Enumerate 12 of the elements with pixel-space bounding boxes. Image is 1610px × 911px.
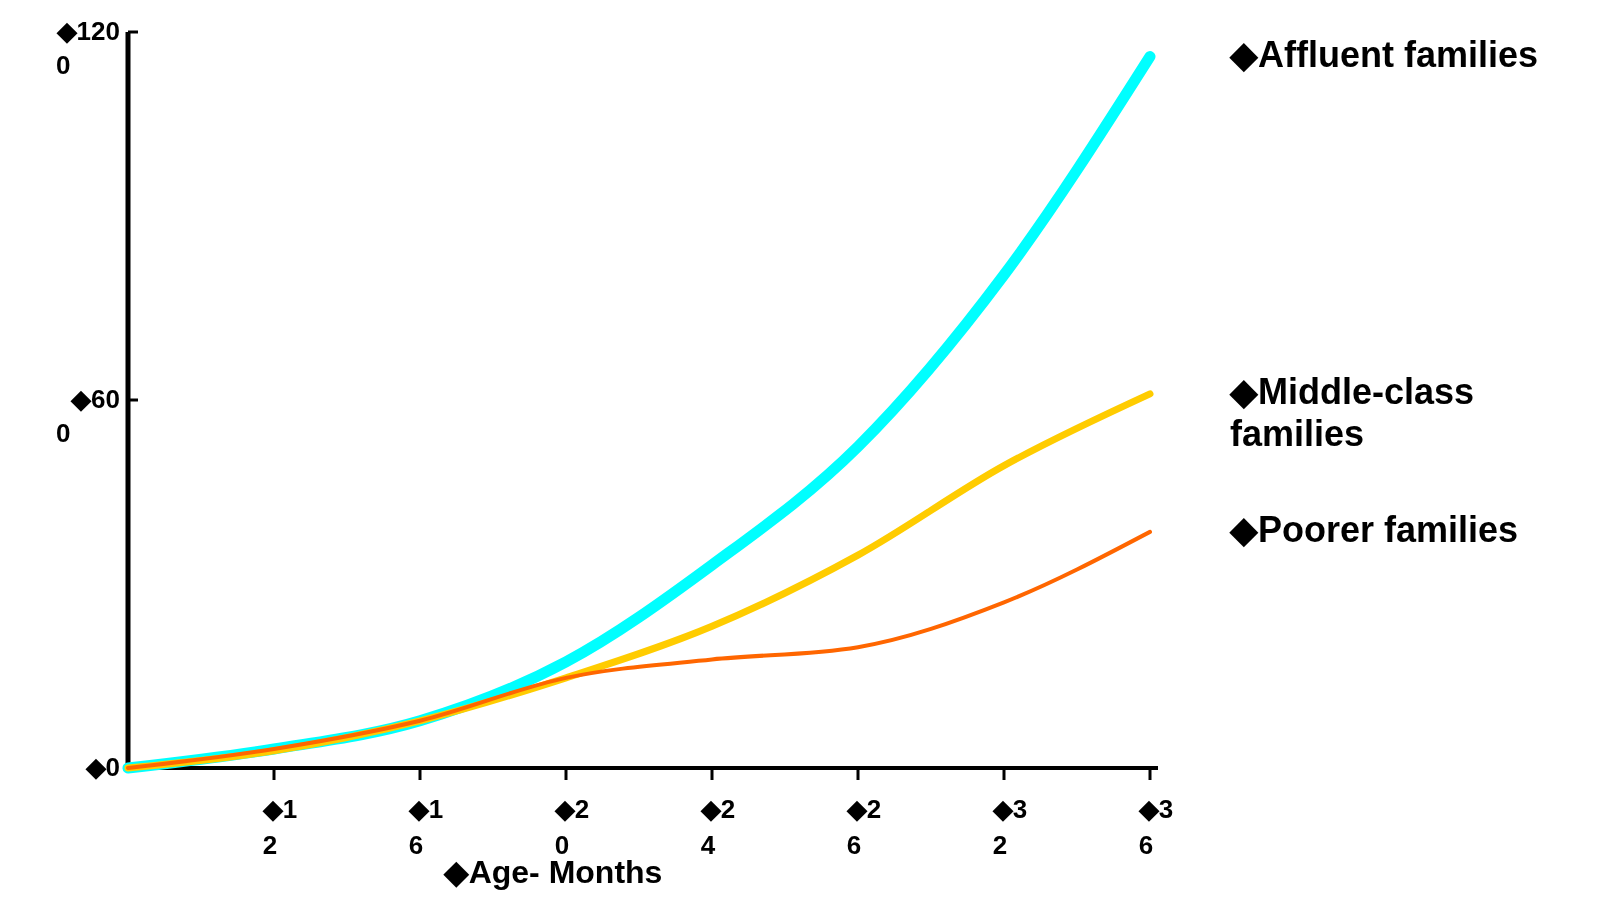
x-tick-label: ◆26 (845, 794, 882, 860)
text: ◆Affluent families (1229, 33, 1539, 75)
x-tick-label: ◆24 (699, 794, 736, 860)
x-tick-label: ◆32 (991, 794, 1028, 860)
x-tick-label: ◆16 (407, 794, 444, 860)
y-tick-label: ◆1200 (55, 16, 120, 80)
x-tick-label: ◆36 (1137, 794, 1174, 860)
text: ◆Poorer families (1229, 508, 1519, 550)
y-tick-label: ◆600 (56, 384, 120, 448)
x-tick-label: ◆12 (261, 794, 298, 860)
y-tick-label: ◆0 (84, 752, 120, 782)
text: ◆Middle-class families (1229, 370, 1475, 454)
